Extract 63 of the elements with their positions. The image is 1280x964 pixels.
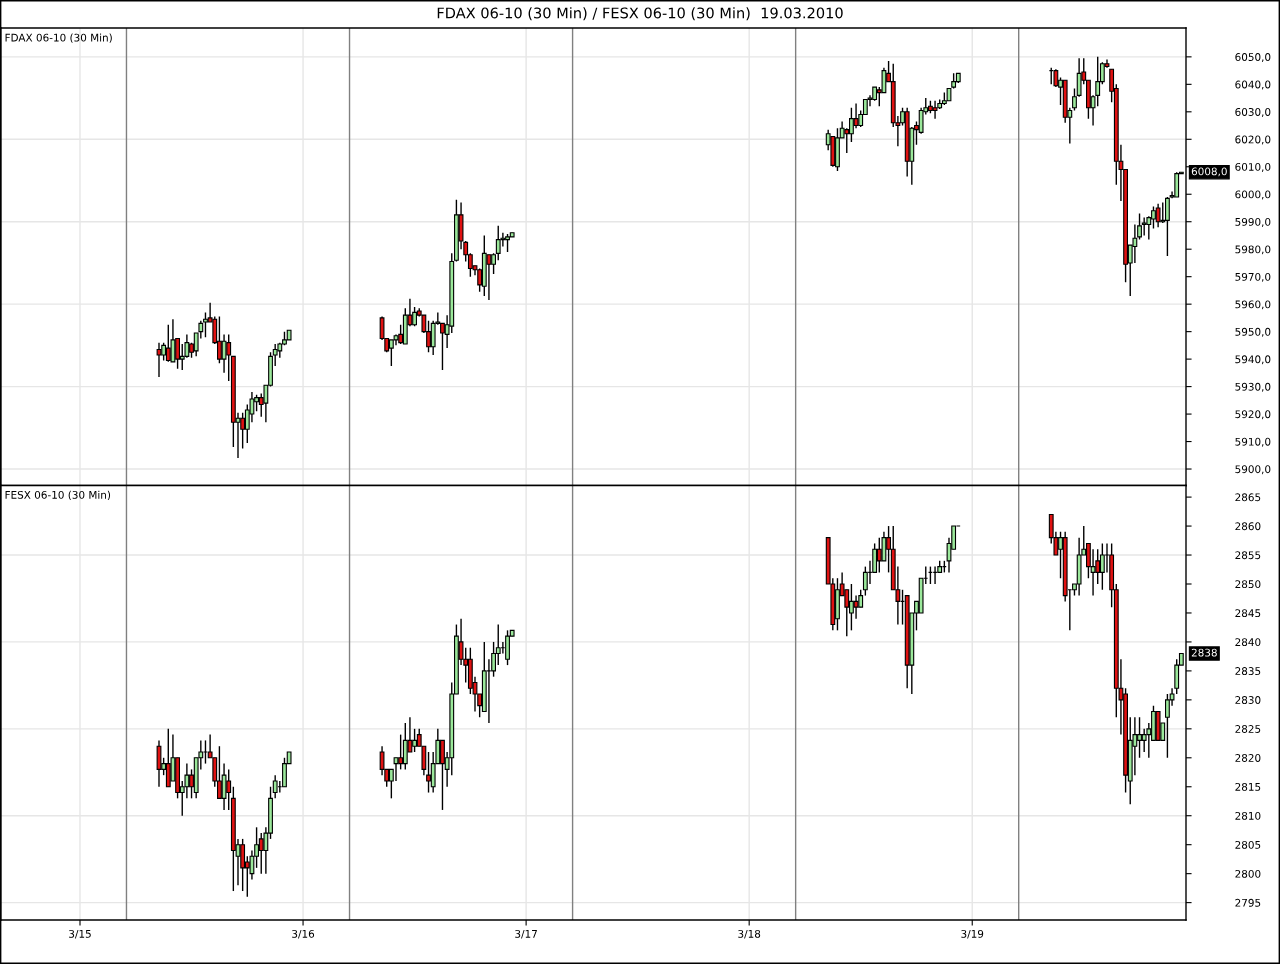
candlestick (1099, 542, 1105, 591)
y-tick-label: 5910,0 (1235, 437, 1271, 447)
candlestick (1141, 216, 1147, 237)
x-tick-label: 3/16 (292, 929, 315, 939)
candlestick (402, 722, 408, 771)
y-tick-label: 2850 (1235, 580, 1261, 589)
y-tick-label: 5990,0 (1235, 217, 1271, 227)
x-tick-label: 3/17 (515, 929, 537, 939)
y-tick-label: 5970,0 (1235, 272, 1271, 282)
y-tick-label: 2825 (1235, 725, 1261, 733)
y-tick-label: 5980,0 (1235, 245, 1271, 255)
annotation: 6008,0 (1191, 167, 1227, 177)
y-tick-label: 6040,0 (1235, 80, 1271, 90)
annotation: 2838 (1191, 648, 1217, 657)
y-tick-label: 2800 (1235, 869, 1261, 878)
candlestick (221, 762, 227, 811)
y-tick-label: 2810 (1235, 811, 1261, 820)
y-tick-label: 6000,0 (1235, 190, 1271, 200)
candlestick (1174, 171, 1180, 198)
chart-subtitle: FESX 06-10 (30 Min) (5, 490, 111, 501)
y-tick-label: 6030,0 (1235, 108, 1271, 117)
y-tick-label: 5940,0 (1235, 355, 1271, 365)
candlestick (495, 225, 501, 261)
y-tick-label: 2805 (1235, 840, 1261, 849)
y-tick-label: 2820 (1235, 754, 1261, 762)
candlestick (156, 739, 162, 788)
y-tick-label: 6050,0 (1235, 53, 1271, 63)
candlestick (848, 106, 854, 143)
y-tick-label: 5930,0 (1235, 382, 1271, 392)
x-tick-label: 3/15 (69, 929, 91, 939)
y-tick-label: 2855 (1235, 551, 1261, 560)
candlestick (170, 318, 176, 363)
candlestick (1160, 201, 1166, 224)
y-tick-label: 2860 (1235, 522, 1261, 531)
y-tick-label: 6010,0 (1235, 162, 1271, 172)
y-tick-label: 5950,0 (1235, 327, 1271, 337)
candlestick (156, 341, 162, 378)
y-tick-label: 2795 (1235, 898, 1261, 907)
candlestick (1155, 203, 1161, 228)
y-tick-label: 2865 (1235, 493, 1261, 502)
y-tick-label: 2845 (1235, 609, 1261, 618)
candlestick (1132, 223, 1138, 264)
candlestick (932, 100, 938, 120)
x-tick-label: 3/18 (738, 929, 761, 939)
candlestick (848, 583, 854, 632)
candlestick (393, 757, 399, 782)
x-tick-label: 3/19 (961, 929, 984, 939)
chart-subtitle: FDAX 06-10 (30 Min) (5, 33, 112, 43)
y-tick-label: 5900,0 (1235, 465, 1271, 475)
candlestick (226, 333, 232, 382)
candlestick (1164, 196, 1170, 257)
y-tick-label: 2815 (1235, 782, 1261, 791)
y-tick-label: 2835 (1235, 667, 1261, 675)
y-tick-label: 5920,0 (1235, 410, 1271, 420)
y-tick-label: 2830 (1235, 696, 1261, 704)
y-tick-label: 5960,0 (1235, 300, 1271, 310)
y-tick-label: 2840 (1235, 638, 1261, 647)
candlestick (272, 774, 278, 800)
candlestick (862, 565, 868, 597)
candlestick (226, 768, 232, 811)
chart-title: FDAX 06-10 (30 Min) / FESX 06-10 (30 Min) 19.03.2010 (437, 7, 843, 21)
candlestick (486, 254, 492, 301)
y-tick-label: 6020,0 (1235, 135, 1271, 145)
